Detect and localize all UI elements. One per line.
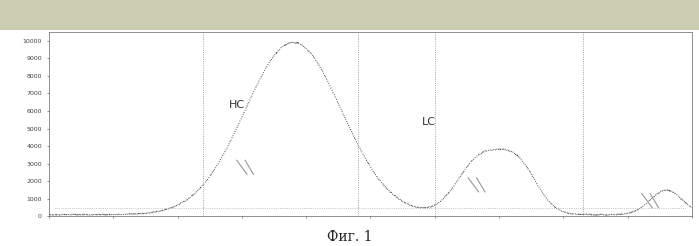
Text: LC: LC: [422, 117, 436, 127]
Text: Фиг. 1: Фиг. 1: [326, 230, 373, 244]
Text: HC: HC: [229, 100, 245, 109]
